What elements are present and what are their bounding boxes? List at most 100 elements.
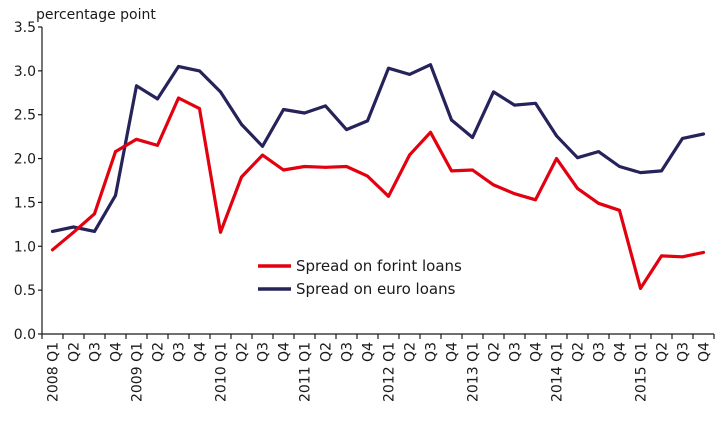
series-layer bbox=[50, 63, 706, 290]
data-point bbox=[261, 153, 264, 157]
data-point bbox=[513, 192, 516, 196]
x-tick-label: 2011 Q1 bbox=[298, 342, 314, 402]
data-point bbox=[282, 168, 285, 172]
x-tick-label: Q3 bbox=[592, 342, 608, 362]
x-tick-label: Q2 bbox=[403, 342, 419, 362]
x-tick-label: 2008 Q1 bbox=[46, 342, 62, 402]
data-point bbox=[408, 153, 411, 157]
x-tick-label: Q3 bbox=[508, 342, 524, 362]
data-point bbox=[639, 171, 642, 175]
data-point bbox=[597, 150, 600, 153]
data-point bbox=[534, 198, 537, 202]
x-tick-label: Q3 bbox=[256, 342, 272, 362]
x-tick-label: Q2 bbox=[655, 342, 671, 362]
data-point bbox=[219, 230, 222, 234]
y-tick-label: 1.5 bbox=[14, 195, 36, 211]
y-tick-label: 0.0 bbox=[14, 327, 36, 343]
y-tick-label: 1.0 bbox=[14, 239, 36, 255]
data-point bbox=[93, 212, 96, 216]
data-point bbox=[324, 104, 327, 108]
series-line bbox=[50, 63, 706, 233]
data-point bbox=[492, 183, 495, 187]
x-tick-label: 2015 Q1 bbox=[634, 342, 650, 402]
x-tick-label: 2013 Q1 bbox=[466, 342, 482, 402]
x-tick-label: Q3 bbox=[88, 342, 104, 362]
data-point bbox=[660, 254, 663, 258]
data-point bbox=[639, 286, 642, 290]
x-tick-label: Q4 bbox=[277, 342, 293, 362]
data-point bbox=[219, 90, 222, 94]
data-point bbox=[618, 165, 621, 168]
data-point bbox=[555, 157, 558, 160]
data-point bbox=[51, 229, 54, 233]
data-point bbox=[471, 136, 474, 139]
data-point bbox=[576, 156, 579, 160]
data-point bbox=[660, 169, 663, 173]
data-point bbox=[135, 84, 138, 88]
data-point bbox=[51, 248, 54, 252]
y-tick-label: 3.5 bbox=[14, 20, 36, 36]
y-axis-unit-label: percentage point bbox=[36, 7, 156, 23]
x-tick-label: Q3 bbox=[676, 342, 692, 362]
data-point bbox=[450, 169, 453, 173]
data-point bbox=[114, 194, 117, 197]
x-tick-label: Q4 bbox=[445, 342, 461, 362]
data-point bbox=[576, 186, 579, 190]
y-tick-label: 0.5 bbox=[14, 283, 36, 299]
data-point bbox=[387, 66, 390, 70]
data-point bbox=[513, 103, 516, 107]
x-axis: 2008 Q1 Q2 Q3 Q4 2009 Q1 Q2 Q3 Q4 2010 Q1 Q2 Q3 Q4 2… bbox=[41, 333, 715, 402]
x-tick-label: 2014 Q1 bbox=[550, 342, 566, 402]
data-point bbox=[429, 63, 432, 67]
data-point bbox=[303, 111, 306, 115]
x-tick-label: Q4 bbox=[697, 342, 713, 362]
x-tick-label: Q4 bbox=[529, 342, 545, 362]
data-point bbox=[72, 225, 75, 229]
legend: Spread on forint loans Spread on euro loa… bbox=[258, 257, 462, 298]
data-point bbox=[114, 150, 117, 153]
data-point bbox=[450, 118, 453, 122]
series-line bbox=[50, 96, 706, 290]
x-tick-label: Q2 bbox=[319, 342, 335, 362]
data-point bbox=[261, 144, 264, 148]
legend-label: Spread on forint loans bbox=[296, 257, 462, 275]
data-point bbox=[681, 136, 684, 140]
y-tick-label: 2.5 bbox=[14, 108, 36, 124]
data-point bbox=[240, 122, 243, 126]
x-tick-label: Q3 bbox=[340, 342, 356, 362]
data-point bbox=[240, 175, 243, 179]
data-point bbox=[387, 194, 390, 198]
data-point bbox=[156, 97, 159, 101]
data-point bbox=[492, 90, 495, 94]
data-point bbox=[408, 72, 411, 76]
data-point bbox=[282, 108, 285, 111]
data-point bbox=[198, 107, 201, 110]
data-point bbox=[135, 137, 138, 141]
data-point bbox=[345, 128, 348, 132]
x-tick-label: 2012 Q1 bbox=[382, 342, 398, 402]
x-tick-label: Q2 bbox=[571, 342, 587, 362]
data-point bbox=[198, 69, 201, 73]
x-tick-label: Q2 bbox=[67, 342, 83, 362]
data-point bbox=[156, 144, 159, 147]
data-point bbox=[555, 134, 558, 138]
data-point bbox=[429, 130, 432, 134]
data-point bbox=[597, 201, 600, 205]
x-tick-label: 2009 Q1 bbox=[130, 342, 146, 402]
data-point bbox=[534, 101, 537, 105]
data-point bbox=[681, 255, 684, 259]
data-point bbox=[177, 65, 180, 68]
legend-label: Spread on euro loans bbox=[296, 280, 456, 298]
x-tick-label: Q2 bbox=[151, 342, 167, 362]
x-tick-label: Q3 bbox=[172, 342, 188, 362]
y-axis: 0.0 0.5 1.0 1.5 2.0 2.5 3.0 3.5 bbox=[14, 20, 43, 343]
data-point bbox=[93, 229, 96, 233]
data-point bbox=[618, 208, 621, 212]
x-tick-label: Q2 bbox=[487, 342, 503, 362]
data-point bbox=[345, 165, 348, 168]
x-tick-label: Q2 bbox=[235, 342, 251, 362]
data-point bbox=[702, 251, 705, 254]
data-point bbox=[72, 230, 75, 234]
data-point bbox=[177, 96, 180, 100]
